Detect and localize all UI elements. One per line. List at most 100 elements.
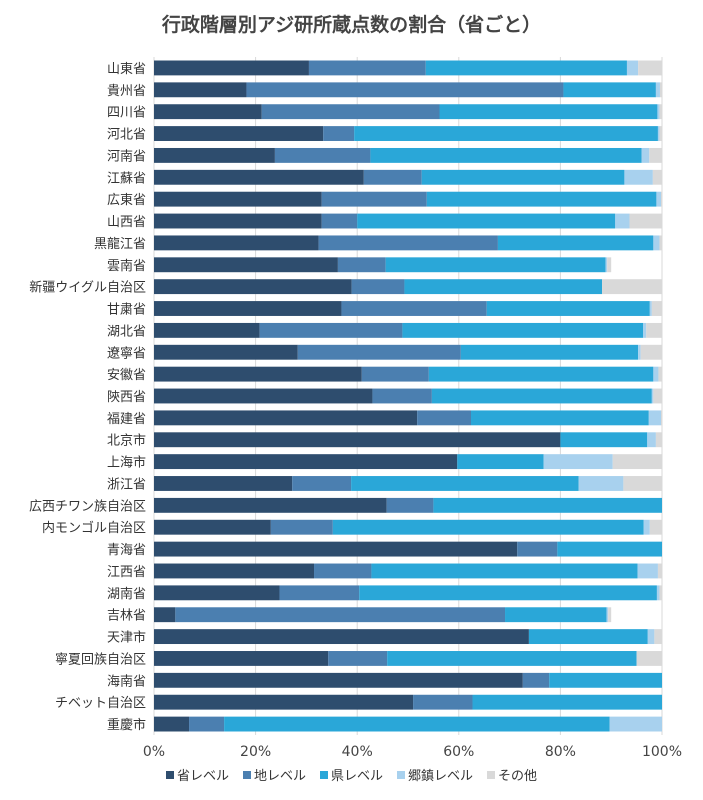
bar-segment [431,388,652,404]
bar-segment [341,301,487,316]
x-tick-label: 60% [443,744,474,760]
legend-label: その他 [498,769,538,784]
bar-segment [649,519,662,535]
legend-swatch [397,770,405,779]
bar-segment [497,235,654,251]
legend-swatch [165,770,174,779]
bar-segment [470,410,649,426]
legend-label: 省レベル [176,769,229,784]
bar-segment [472,694,662,710]
bar-segment [505,607,607,623]
bar-segment [659,104,662,120]
x-tick-label: 20% [240,744,271,760]
bar-segment [460,344,639,360]
bar-segment [259,322,403,338]
bar-segment [154,104,262,120]
x-tick-label: 80% [545,744,576,760]
bar-segment [563,82,656,98]
category-label: 江西省 [107,565,146,580]
bars [154,60,662,732]
legend-label: 地レベル [253,769,306,784]
bar-segment [154,191,322,207]
legend-item: 省レベル [165,765,229,784]
bar-segment [486,301,650,316]
category-label: 湖南省 [107,586,146,602]
bar-segment [651,301,662,316]
bar-segment [609,716,662,732]
category-label: 海南省 [107,673,146,689]
bar-segment [657,104,660,120]
bar-segment [270,519,333,535]
category-label: 河南省 [107,148,146,164]
bar-segment [321,191,427,207]
bar-segment [653,235,660,251]
bar-segment [154,672,523,688]
bar-segment [602,279,662,295]
category-label: 江蘇省 [107,171,146,186]
bar-segment [605,257,608,273]
category-label: 青海省 [107,543,146,558]
bar-segment [154,651,329,666]
bar-segment [647,629,655,645]
chart-title: 行政階層別アジ研所蔵点数の割合（省ごと） [161,14,542,36]
x-tick-label: 40% [342,744,373,760]
bar-segment [154,454,458,470]
category-label: 黒龍江省 [94,236,146,252]
bar-segment [608,607,612,623]
bar-segment [154,82,247,98]
bar-segment [660,410,662,426]
bar-segment [643,322,647,338]
bar-segment [154,126,324,141]
bar-segment [606,607,609,623]
bar-segment [637,563,658,579]
bar-segment [433,497,662,513]
bar-segment [154,716,190,732]
bar-segment [246,82,564,98]
bar-segment [351,476,579,491]
category-label: 雲南省 [107,258,146,274]
bar-segment [653,388,662,404]
legend-label: 郷鎮レベル [408,769,474,784]
bar-segment [655,432,662,448]
bar-segment [656,191,661,207]
bar-segment [386,497,434,513]
bar-segment [385,257,606,273]
bar-segment [654,629,662,645]
legend-swatch [242,770,251,779]
bar-segment [337,257,386,273]
x-tick-label: 0% [143,744,165,760]
bar-segment [657,126,660,141]
bar-segment [402,322,644,338]
bar-segment [439,104,658,120]
category-label: 広西チワン族自治区 [29,498,146,514]
bar-segment [649,301,652,316]
bar-segment [659,585,662,601]
bar-segment [404,279,603,295]
bar-segment [657,563,662,579]
bar-segment [154,213,322,229]
bar-segment [557,541,662,557]
bar-segment [652,169,662,185]
bar-segment [428,366,654,382]
bar-segment [323,126,355,141]
bar-segment [647,432,656,448]
bar-segment [626,60,639,76]
bar-segment [154,322,260,338]
category-label: 北京市 [107,433,146,449]
bar-segment [154,388,373,404]
bar-segment [318,235,498,251]
bar-segment [421,169,625,185]
bar-segment [274,147,371,163]
bar-segment [154,585,280,601]
category-label: 河北省 [107,128,146,143]
category-label: 山東省 [107,61,146,77]
category-label: 吉林省 [107,609,146,624]
bar-segment [292,476,352,491]
category-label: 甘粛省 [107,303,146,318]
bar-segment [638,60,662,76]
bar-segment [359,585,657,601]
x-tick-labels: 0% 20% 40% 60% 80% 100% [143,744,682,760]
bar-segment [641,147,650,163]
bar-segment [154,607,176,623]
bar-segment [656,585,660,601]
